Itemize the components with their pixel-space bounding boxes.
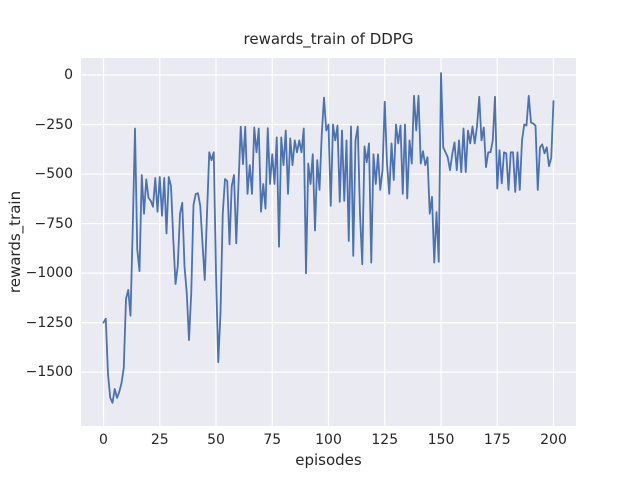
y-tick-label: −1500 (25, 364, 73, 381)
plot-area (81, 58, 576, 426)
x-tick-label: 50 (207, 432, 225, 448)
chart-title: rewards_train of DDPG (243, 30, 414, 48)
x-tick-label: 0 (99, 432, 108, 448)
y-tick-label: −250 (34, 116, 73, 133)
line-chart (81, 58, 576, 426)
y-tick-label: −1000 (25, 265, 73, 282)
x-tick-label: 100 (315, 432, 342, 448)
x-tick-label: 125 (371, 432, 399, 448)
y-tick-label: 0 (64, 67, 73, 84)
x-tick-label: 200 (540, 432, 567, 448)
x-tick-label: 175 (483, 432, 511, 448)
x-tick-label: 75 (263, 432, 282, 448)
y-axis-label: rewards_train (6, 190, 24, 294)
x-tick-label: 150 (427, 432, 455, 448)
x-axis-label: episodes (295, 451, 362, 469)
series-line-rewards_train (102, 72, 555, 404)
y-tick-label: −500 (34, 166, 73, 183)
y-tick-label: −750 (34, 215, 73, 232)
x-tick-label: 25 (150, 432, 169, 448)
y-tick-label: −1250 (25, 314, 73, 331)
